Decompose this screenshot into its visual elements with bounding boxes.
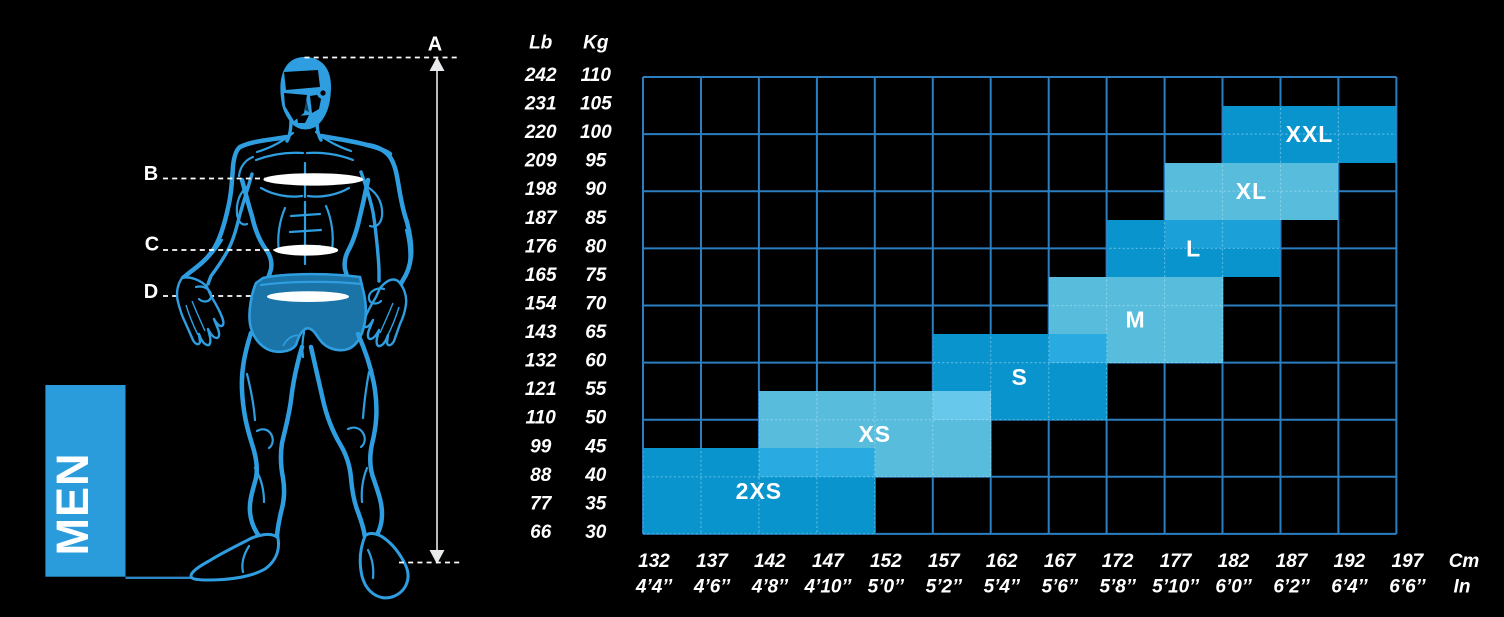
svg-text:4’10’’: 4’10’’: [803, 577, 852, 598]
svg-text:154: 154: [525, 294, 557, 315]
svg-text:70: 70: [585, 294, 607, 315]
svg-text:142: 142: [754, 551, 786, 572]
svg-text:121: 121: [525, 379, 557, 400]
svg-text:157: 157: [928, 551, 961, 572]
svg-text:100: 100: [580, 122, 612, 143]
svg-text:162: 162: [986, 551, 1018, 572]
svg-text:137: 137: [696, 551, 729, 572]
svg-text:C: C: [145, 234, 159, 256]
svg-text:XS: XS: [858, 421, 891, 447]
svg-text:4’6’’: 4’6’’: [693, 577, 731, 598]
svg-text:88: 88: [530, 465, 552, 486]
svg-text:5’0’’: 5’0’’: [868, 577, 905, 598]
svg-text:55: 55: [585, 379, 607, 400]
svg-text:D: D: [144, 281, 158, 303]
svg-text:6’0’’: 6’0’’: [1215, 577, 1252, 598]
svg-text:192: 192: [1334, 551, 1366, 572]
svg-text:167: 167: [1044, 551, 1077, 572]
svg-text:5’8’’: 5’8’’: [1099, 577, 1136, 598]
svg-text:MEN: MEN: [47, 453, 98, 556]
svg-text:209: 209: [524, 151, 557, 172]
svg-text:6’4’’: 6’4’’: [1331, 577, 1368, 598]
svg-text:132: 132: [638, 551, 670, 572]
svg-text:50: 50: [585, 408, 607, 429]
svg-text:Lb: Lb: [529, 33, 553, 54]
svg-text:B: B: [144, 163, 158, 185]
svg-text:80: 80: [585, 236, 607, 257]
svg-text:182: 182: [1218, 551, 1250, 572]
svg-text:6’2’’: 6’2’’: [1273, 577, 1310, 598]
svg-text:XXL: XXL: [1286, 121, 1334, 147]
svg-text:147: 147: [812, 551, 845, 572]
svg-text:5’4’’: 5’4’’: [984, 577, 1021, 598]
svg-text:165: 165: [525, 265, 557, 286]
svg-text:95: 95: [585, 151, 607, 172]
svg-text:Kg: Kg: [583, 33, 609, 54]
svg-text:66: 66: [530, 522, 552, 543]
svg-text:Cm: Cm: [1449, 551, 1480, 572]
svg-text:30: 30: [585, 522, 607, 543]
svg-text:231: 231: [524, 94, 557, 115]
svg-text:143: 143: [525, 322, 557, 343]
svg-text:220: 220: [524, 122, 557, 143]
svg-text:L: L: [1186, 235, 1201, 261]
svg-text:60: 60: [585, 351, 607, 372]
svg-text:5’6’’: 5’6’’: [1042, 577, 1079, 598]
svg-text:197: 197: [1392, 551, 1425, 572]
svg-text:65: 65: [585, 322, 607, 343]
svg-text:XL: XL: [1236, 178, 1267, 204]
svg-text:132: 132: [525, 351, 557, 372]
svg-text:172: 172: [1102, 551, 1134, 572]
svg-text:187: 187: [525, 208, 558, 229]
svg-text:M: M: [1126, 307, 1146, 333]
svg-text:176: 176: [525, 236, 557, 257]
svg-text:110: 110: [526, 408, 557, 429]
svg-text:6’6’’: 6’6’’: [1389, 577, 1426, 598]
svg-text:40: 40: [584, 465, 607, 486]
svg-text:35: 35: [585, 493, 607, 514]
svg-text:77: 77: [530, 493, 553, 514]
svg-text:5’10’’: 5’10’’: [1152, 577, 1200, 598]
svg-text:S: S: [1012, 364, 1028, 390]
svg-text:152: 152: [870, 551, 902, 572]
svg-text:75: 75: [585, 265, 607, 286]
svg-text:105: 105: [580, 94, 612, 115]
svg-text:In: In: [1454, 577, 1471, 598]
svg-text:45: 45: [584, 436, 607, 457]
svg-text:242: 242: [524, 65, 557, 86]
svg-text:177: 177: [1160, 551, 1193, 572]
svg-text:4’4’’: 4’4’’: [635, 577, 673, 598]
svg-text:99: 99: [530, 436, 552, 457]
svg-text:110: 110: [581, 65, 612, 86]
svg-text:85: 85: [585, 208, 607, 229]
svg-text:A: A: [428, 34, 442, 56]
svg-text:4’8’’: 4’8’’: [751, 577, 789, 598]
svg-text:5’2’’: 5’2’’: [926, 577, 963, 598]
svg-text:90: 90: [585, 179, 607, 200]
svg-text:198: 198: [525, 179, 557, 200]
svg-text:2XS: 2XS: [736, 478, 782, 504]
svg-text:187: 187: [1276, 551, 1309, 572]
